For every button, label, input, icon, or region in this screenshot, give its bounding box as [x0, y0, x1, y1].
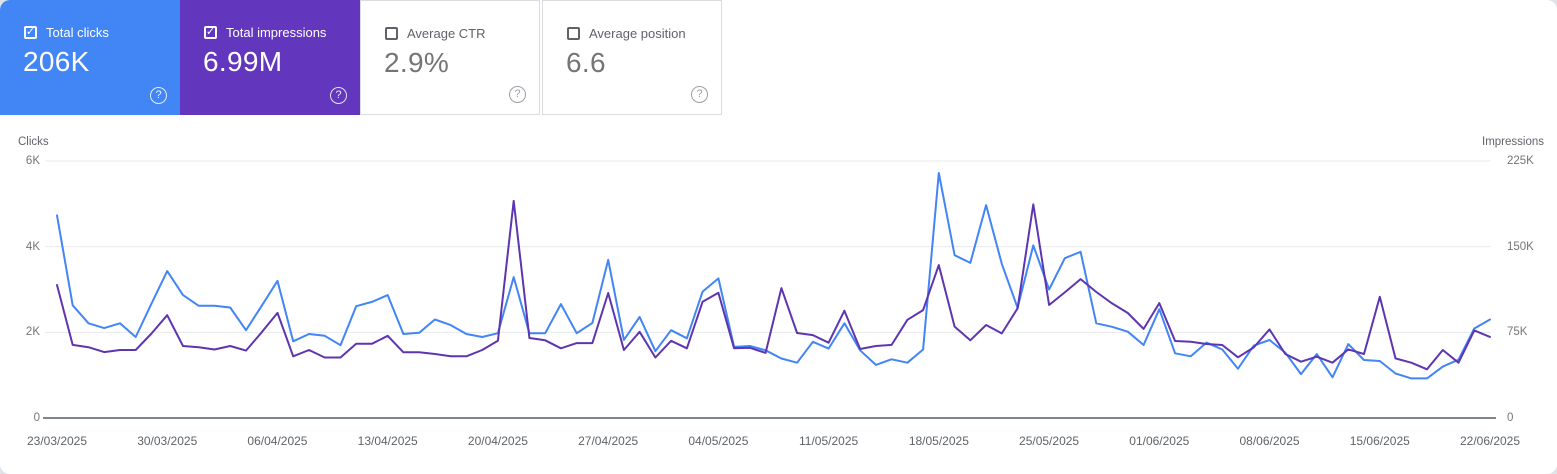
axis-tick-label: 4K — [25, 240, 40, 253]
x-axis-label: 13/04/2025 — [357, 434, 418, 448]
x-axis-label: 20/04/2025 — [467, 434, 528, 448]
card-value: 206K — [23, 46, 90, 77]
metric-card-average-ctr[interactable]: Average CTR 2.9% ? — [360, 0, 540, 115]
x-axis-label: 23/03/2025 — [26, 434, 88, 448]
card-label-row: ✓ Total impressions — [204, 25, 326, 40]
x-axis-label: 11/05/2025 — [799, 434, 859, 448]
x-axis-label: 25/05/2025 — [1019, 434, 1080, 448]
axis-tick-label: 2K — [25, 326, 40, 339]
help-icon[interactable]: ? — [150, 87, 167, 104]
metric-card-total-clicks[interactable]: ✓ Total clicks 206K ? — [0, 0, 180, 115]
x-axis-label: 27/04/2025 — [578, 434, 639, 448]
card-label: Average CTR — [407, 26, 486, 41]
axis-tick-label: 225K — [1507, 155, 1534, 167]
card-label-row: ✓ Total clicks — [24, 25, 109, 40]
series-line-total-impressions[interactable] — [56, 199, 1491, 371]
help-icon[interactable]: ? — [330, 87, 347, 104]
checkbox-icon[interactable]: ✓ — [204, 26, 217, 39]
axis-tick-label: 6K — [25, 155, 40, 167]
x-axis-label: 18/05/2025 — [908, 434, 969, 448]
x-axis-label: 22/06/2025 — [1459, 434, 1521, 448]
axis-tick-label: 150K — [1507, 240, 1534, 253]
card-label-row: Average CTR — [385, 26, 486, 41]
axis-tick-label: 0 — [1507, 412, 1514, 424]
metric-card-total-impressions[interactable]: ✓ Total impressions 6.99M ? — [180, 0, 360, 115]
card-label: Average position — [589, 26, 686, 41]
x-axis-label: 04/05/2025 — [688, 434, 749, 448]
axis-tick-label: 75K — [1507, 326, 1528, 339]
x-axis-label: 15/06/2025 — [1349, 434, 1410, 448]
card-value: 6.99M — [203, 46, 283, 77]
help-icon[interactable]: ? — [691, 86, 708, 103]
series-line-total-clicks[interactable] — [56, 172, 1491, 380]
card-value: 6.6 — [566, 47, 606, 78]
checkbox-icon[interactable] — [567, 27, 580, 40]
metric-card-average-position[interactable]: Average position 6.6 ? — [542, 0, 722, 115]
x-axis-label: 30/03/2025 — [137, 434, 198, 448]
checkbox-icon[interactable] — [385, 27, 398, 40]
card-label: Total impressions — [226, 25, 327, 40]
help-icon[interactable]: ? — [509, 86, 526, 103]
card-label: Total clicks — [46, 25, 109, 40]
x-axis-label: 01/06/2025 — [1129, 434, 1190, 448]
right-axis-title: Impressions — [1482, 136, 1544, 148]
card-label-row: Average position — [567, 26, 686, 41]
axis-tick-label: 0 — [33, 412, 40, 424]
card-value: 2.9% — [384, 47, 450, 78]
x-axis-label: 06/04/2025 — [247, 434, 308, 448]
x-axis-label: 08/06/2025 — [1239, 434, 1300, 448]
checkbox-icon[interactable]: ✓ — [24, 26, 37, 39]
metric-cards-row: ✓ Total clicks 206K ? ✓ Total impression… — [0, 0, 722, 115]
left-axis-title: Clicks — [18, 136, 49, 148]
